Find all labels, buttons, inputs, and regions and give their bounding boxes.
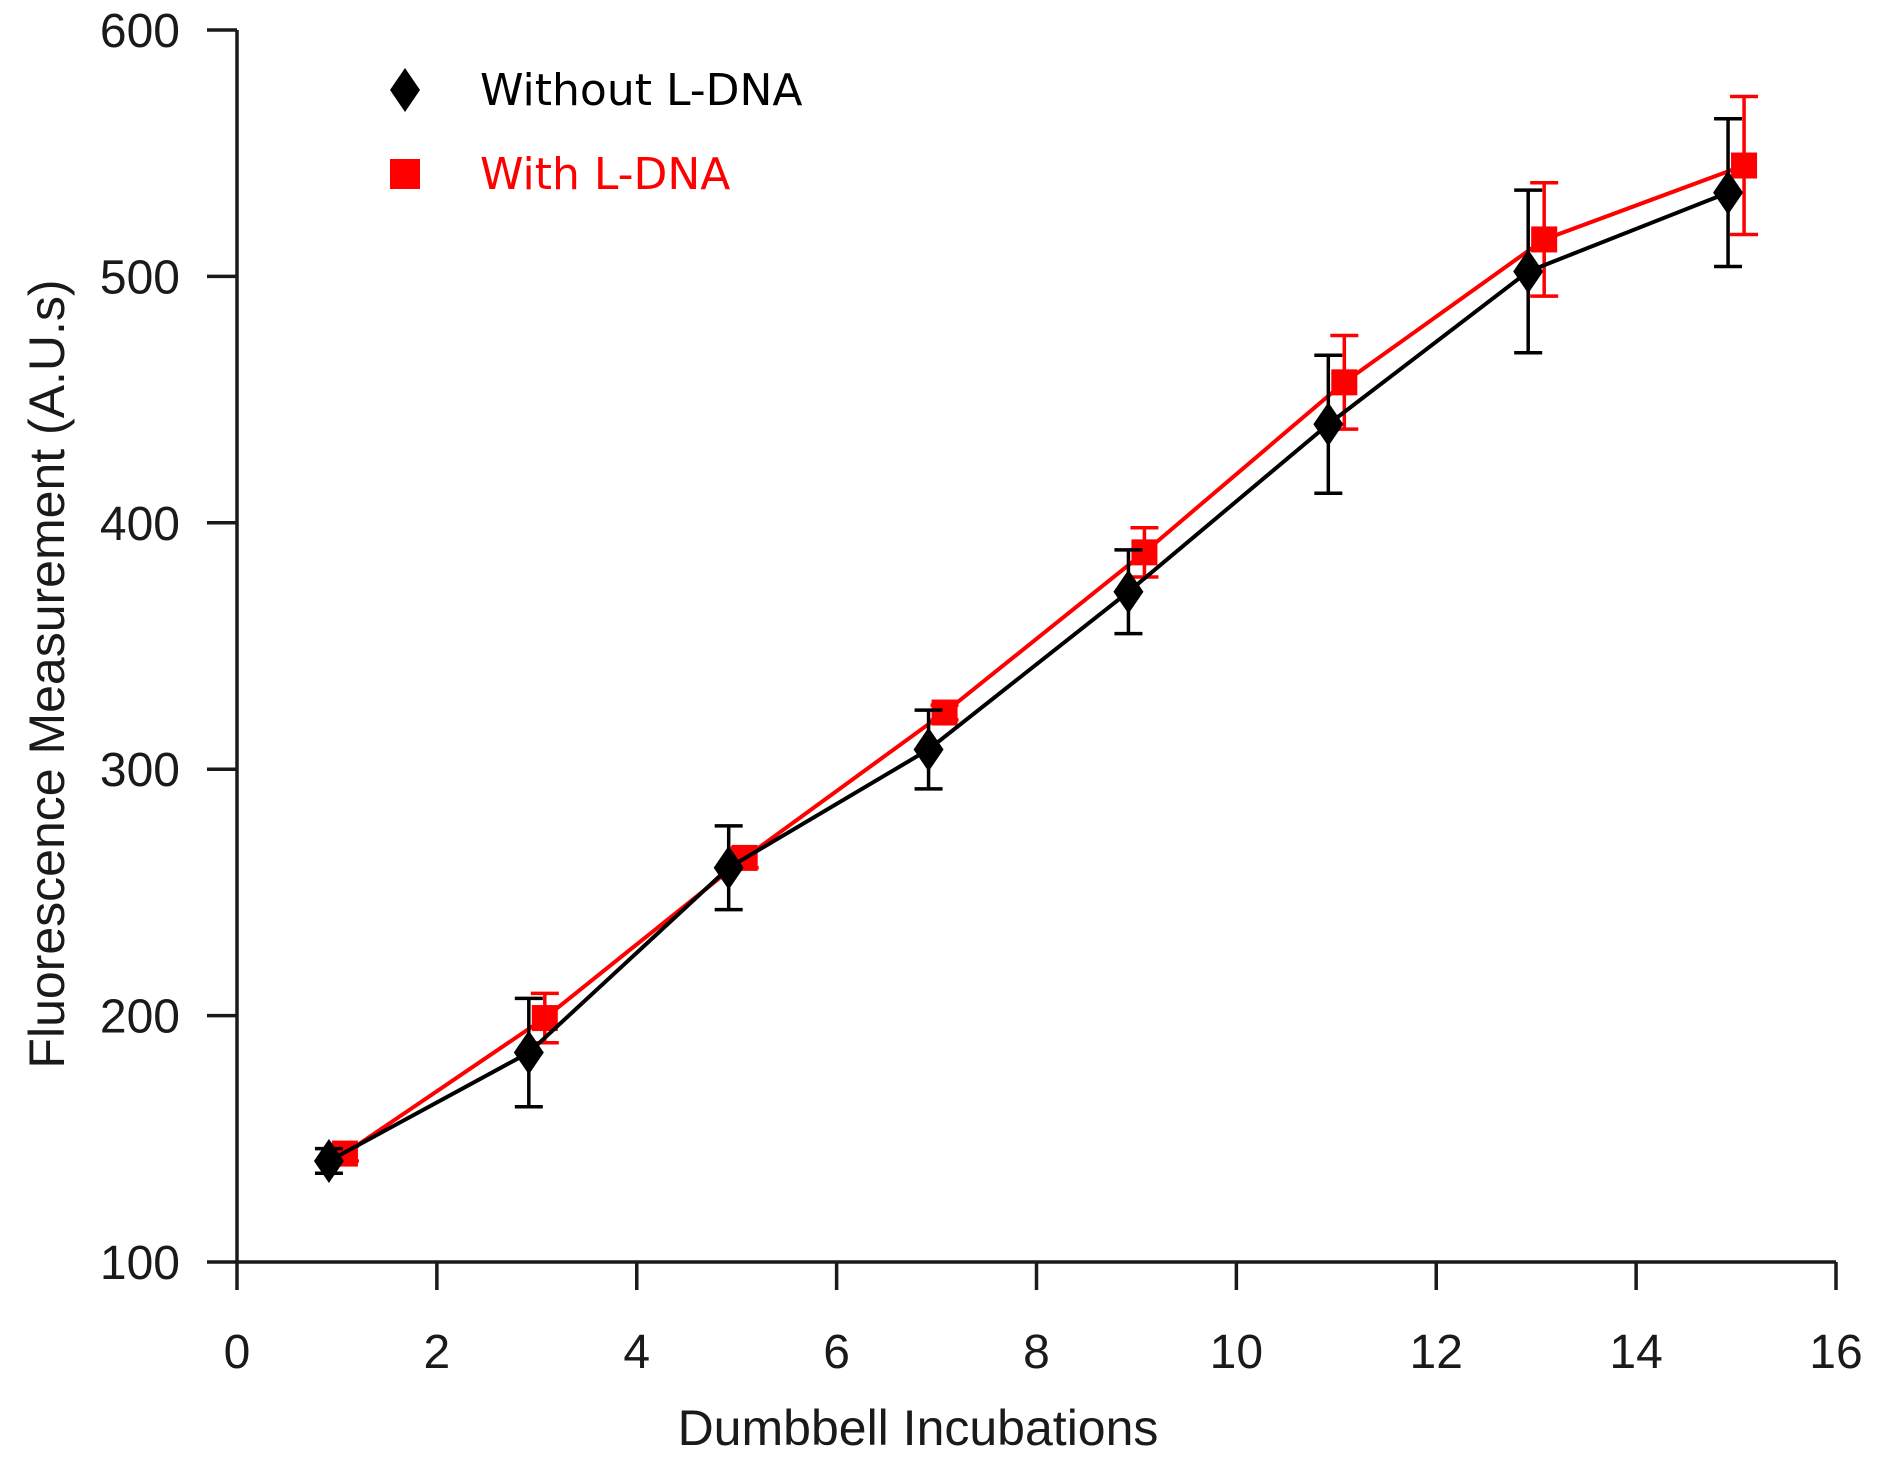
legend-marker-square (390, 159, 420, 189)
data-point (1713, 170, 1744, 215)
y-tick-label: 400 (100, 498, 180, 551)
data-point (1531, 226, 1558, 253)
data-point (1331, 369, 1358, 396)
series-line (327, 190, 1729, 1163)
y-axis-title: Fluorescence Measurement (A.U.s) (19, 279, 75, 1068)
x-tick-label: 12 (1410, 1326, 1463, 1379)
series-without-l-dna (313, 116, 1744, 1183)
y-tick-label: 300 (100, 744, 180, 797)
legend-marker-diamond (390, 68, 420, 112)
axes: 0 2 4 6 8 10 12 14 16 100 200 300 400 500 600 (100, 5, 1863, 1379)
x-tick-label: 6 (823, 1326, 850, 1379)
y-tick-label: 200 (100, 991, 180, 1044)
plot-area (313, 94, 1759, 1183)
legend: Without L-DNA With L-DNA (390, 65, 802, 200)
legend-label: Without L-DNA (480, 65, 802, 116)
y-tick-label: 600 (100, 5, 180, 58)
x-tick-label: 10 (1210, 1326, 1263, 1379)
series-line (343, 163, 1745, 1156)
data-point (1313, 402, 1344, 447)
data-point (1513, 249, 1544, 294)
x-tick-label: 8 (1023, 1326, 1050, 1379)
data-point (1731, 152, 1758, 179)
data-point (1131, 539, 1158, 566)
data-point (913, 727, 944, 772)
y-tick-label: 500 (100, 251, 180, 304)
x-tick-label: 14 (1609, 1326, 1662, 1379)
data-point (931, 699, 958, 726)
data-point (531, 1005, 558, 1032)
legend-label: With L-DNA (480, 149, 730, 200)
x-tick-label: 4 (623, 1326, 650, 1379)
data-point (1113, 569, 1144, 614)
x-tick-label: 2 (424, 1326, 451, 1379)
data-point (513, 1030, 544, 1075)
x-tick-label: 0 (224, 1326, 251, 1379)
x-tick-label: 16 (1809, 1326, 1862, 1379)
series-with-l-dna (330, 94, 1759, 1167)
data-point (713, 845, 744, 890)
y-tick-label: 100 (100, 1237, 180, 1290)
data-point (313, 1138, 344, 1183)
x-axis-title: Dumbbell Incubations (678, 1400, 1159, 1456)
